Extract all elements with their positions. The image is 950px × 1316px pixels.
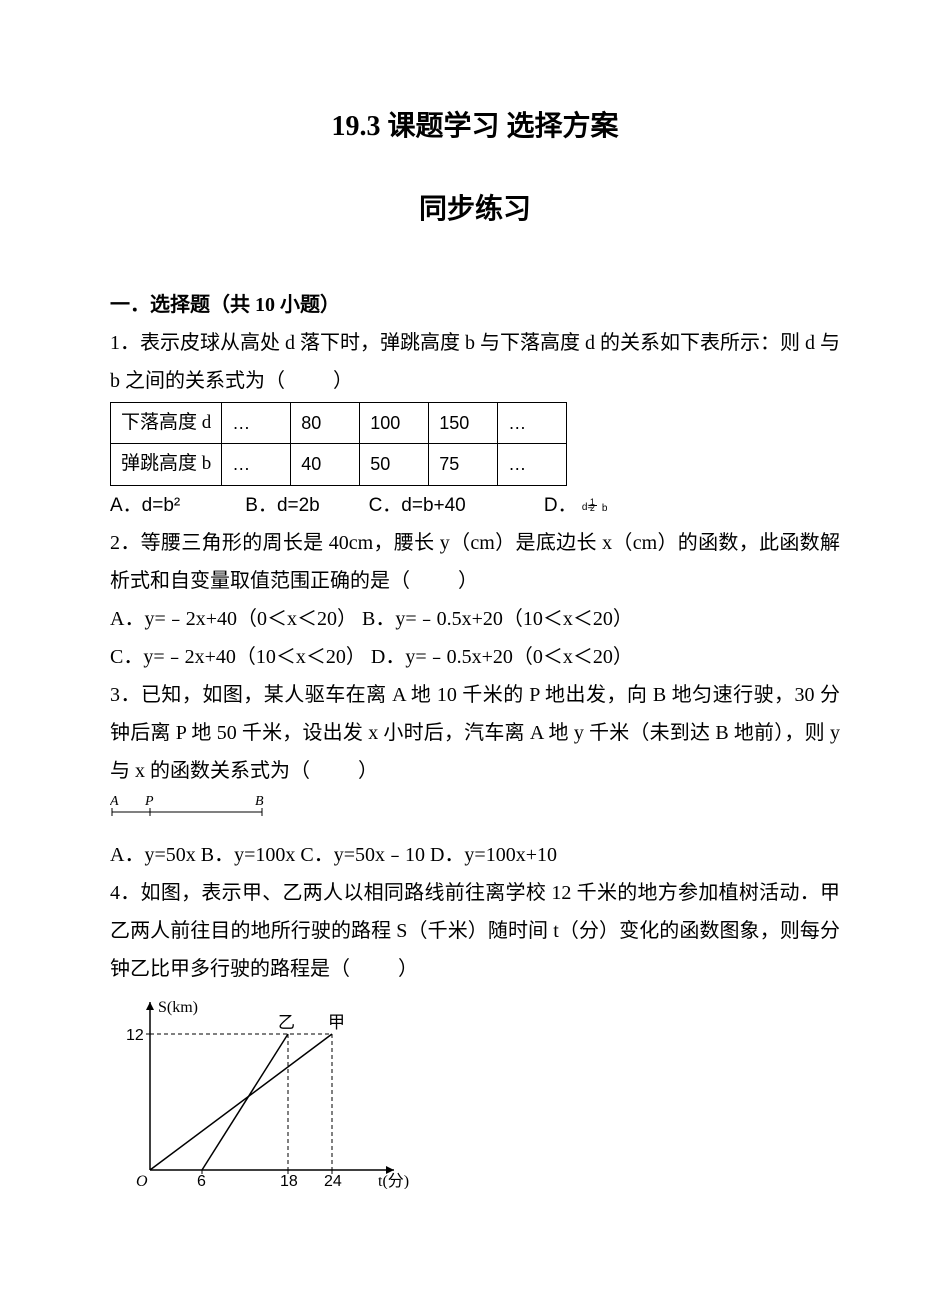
svg-text:甲: 甲: [328, 1013, 345, 1032]
cell: 弹跳高度 b: [111, 444, 222, 485]
cell: 150: [429, 403, 498, 444]
q3-diagram: A P B: [110, 794, 840, 832]
fraction-icon: d=12: [582, 498, 602, 514]
title-sub: 同步练习: [110, 183, 840, 236]
q1-opt-c: C．d=b+40: [369, 488, 539, 524]
cell: 75: [429, 444, 498, 485]
q3-opt-c: C．y=50x﹣10: [300, 844, 425, 866]
line-ap-b-icon: A P B: [110, 795, 265, 819]
q1-table: 下落高度 d … 80 100 150 … 弹跳高度 b … 40 50 75 …: [110, 402, 567, 485]
q1-options: A．d=b² B．d=2b C．d=b+40 D． d=12 b: [110, 488, 840, 524]
svg-text:P: P: [144, 795, 154, 809]
q1-stem: 1．表示皮球从高处 d 落下时，弹跳高度 b 与下落高度 d 的关系如下表所示：…: [110, 332, 840, 392]
q3-opt-b: B．y=100x: [201, 844, 296, 866]
cell: 40: [291, 444, 360, 485]
svg-text:12: 12: [126, 1027, 144, 1044]
svg-text:18: 18: [280, 1173, 298, 1189]
q4-stem: 4．如图，表示甲、乙两人以相同路线前往离学校 12 千米的地方参加植树活动．甲乙…: [110, 882, 840, 980]
cell: …: [222, 403, 291, 444]
q3-end: ）: [358, 760, 378, 782]
svg-text:t(分): t(分): [378, 1172, 409, 1189]
q1-opt-d: D． d=12 b: [544, 488, 608, 524]
svg-text:O: O: [136, 1173, 148, 1189]
table-row: 下落高度 d … 80 100 150 …: [111, 403, 567, 444]
svg-text:24: 24: [324, 1173, 342, 1189]
q4-text: 4．如图，表示甲、乙两人以相同路线前往离学校 12 千米的地方参加植树活动．甲乙…: [110, 874, 840, 988]
cell: 80: [291, 403, 360, 444]
q1-opt-b: B．d=2b: [245, 488, 363, 524]
cell: 下落高度 d: [111, 403, 222, 444]
q1-text: 1．表示皮球从高处 d 落下时，弹跳高度 b 与下落高度 d 的关系如下表所示：…: [110, 324, 840, 400]
q4-chart: S(km) t(分) 12 O 6 18 24 乙 甲: [110, 994, 840, 1202]
q2-opt-c: C．y=﹣2x+40（10＜x＜20）: [110, 646, 366, 668]
cell: …: [498, 444, 567, 485]
svg-text:乙: 乙: [278, 1013, 295, 1032]
q3-text: 3．已知，如图，某人驱车在离 A 地 10 千米的 P 地出发，向 B 地匀速行…: [110, 676, 840, 790]
cell: …: [498, 403, 567, 444]
q2-end: ）: [458, 570, 478, 592]
q2-options-row1: A．y=﹣2x+40（0＜x＜20） B．y=﹣0.5x+20（10＜x＜20）: [110, 600, 840, 638]
q3-options: A．y=50x B．y=100x C．y=50x﹣10 D．y=100x+10: [110, 836, 840, 874]
q3-opt-a: A．y=50x: [110, 844, 196, 866]
q2-opt-d: D．y=﹣0.5x+20（0＜x＜20）: [371, 646, 633, 668]
q1-end: ）: [333, 370, 353, 392]
cell: 50: [360, 444, 429, 485]
svg-text:S(km): S(km): [158, 999, 198, 1016]
q1-opt-a: A．d=b²: [110, 488, 240, 524]
page: 19.3 课题学习 选择方案 同步练习 一．选择题（共 10 小题） 1．表示皮…: [0, 0, 950, 1242]
q2-options-row2: C．y=﹣2x+40（10＜x＜20） D．y=﹣0.5x+20（0＜x＜20）: [110, 638, 840, 676]
section-heading: 一．选择题（共 10 小题）: [110, 286, 840, 324]
title-main: 19.3 课题学习 选择方案: [110, 100, 840, 153]
q3-stem: 3．已知，如图，某人驱车在离 A 地 10 千米的 P 地出发，向 B 地匀速行…: [110, 684, 840, 782]
svg-text:B: B: [255, 795, 264, 809]
q3-opt-d: D．y=100x+10: [430, 844, 557, 866]
cell: 100: [360, 403, 429, 444]
table-row: 弹跳高度 b … 40 50 75 …: [111, 444, 567, 485]
cell: …: [222, 444, 291, 485]
chart-svg: S(km) t(分) 12 O 6 18 24 乙 甲: [110, 994, 415, 1189]
svg-text:A: A: [110, 795, 119, 809]
q2-opt-b: B．y=﹣0.5x+20（10＜x＜20）: [362, 608, 633, 630]
q2-text: 2．等腰三角形的周长是 40cm，腰长 y（cm）是底边长 x（cm）的函数，此…: [110, 524, 840, 600]
svg-text:6: 6: [197, 1173, 206, 1189]
q4-end: ）: [398, 958, 418, 980]
q2-opt-a: A．y=﹣2x+40（0＜x＜20）: [110, 608, 357, 630]
